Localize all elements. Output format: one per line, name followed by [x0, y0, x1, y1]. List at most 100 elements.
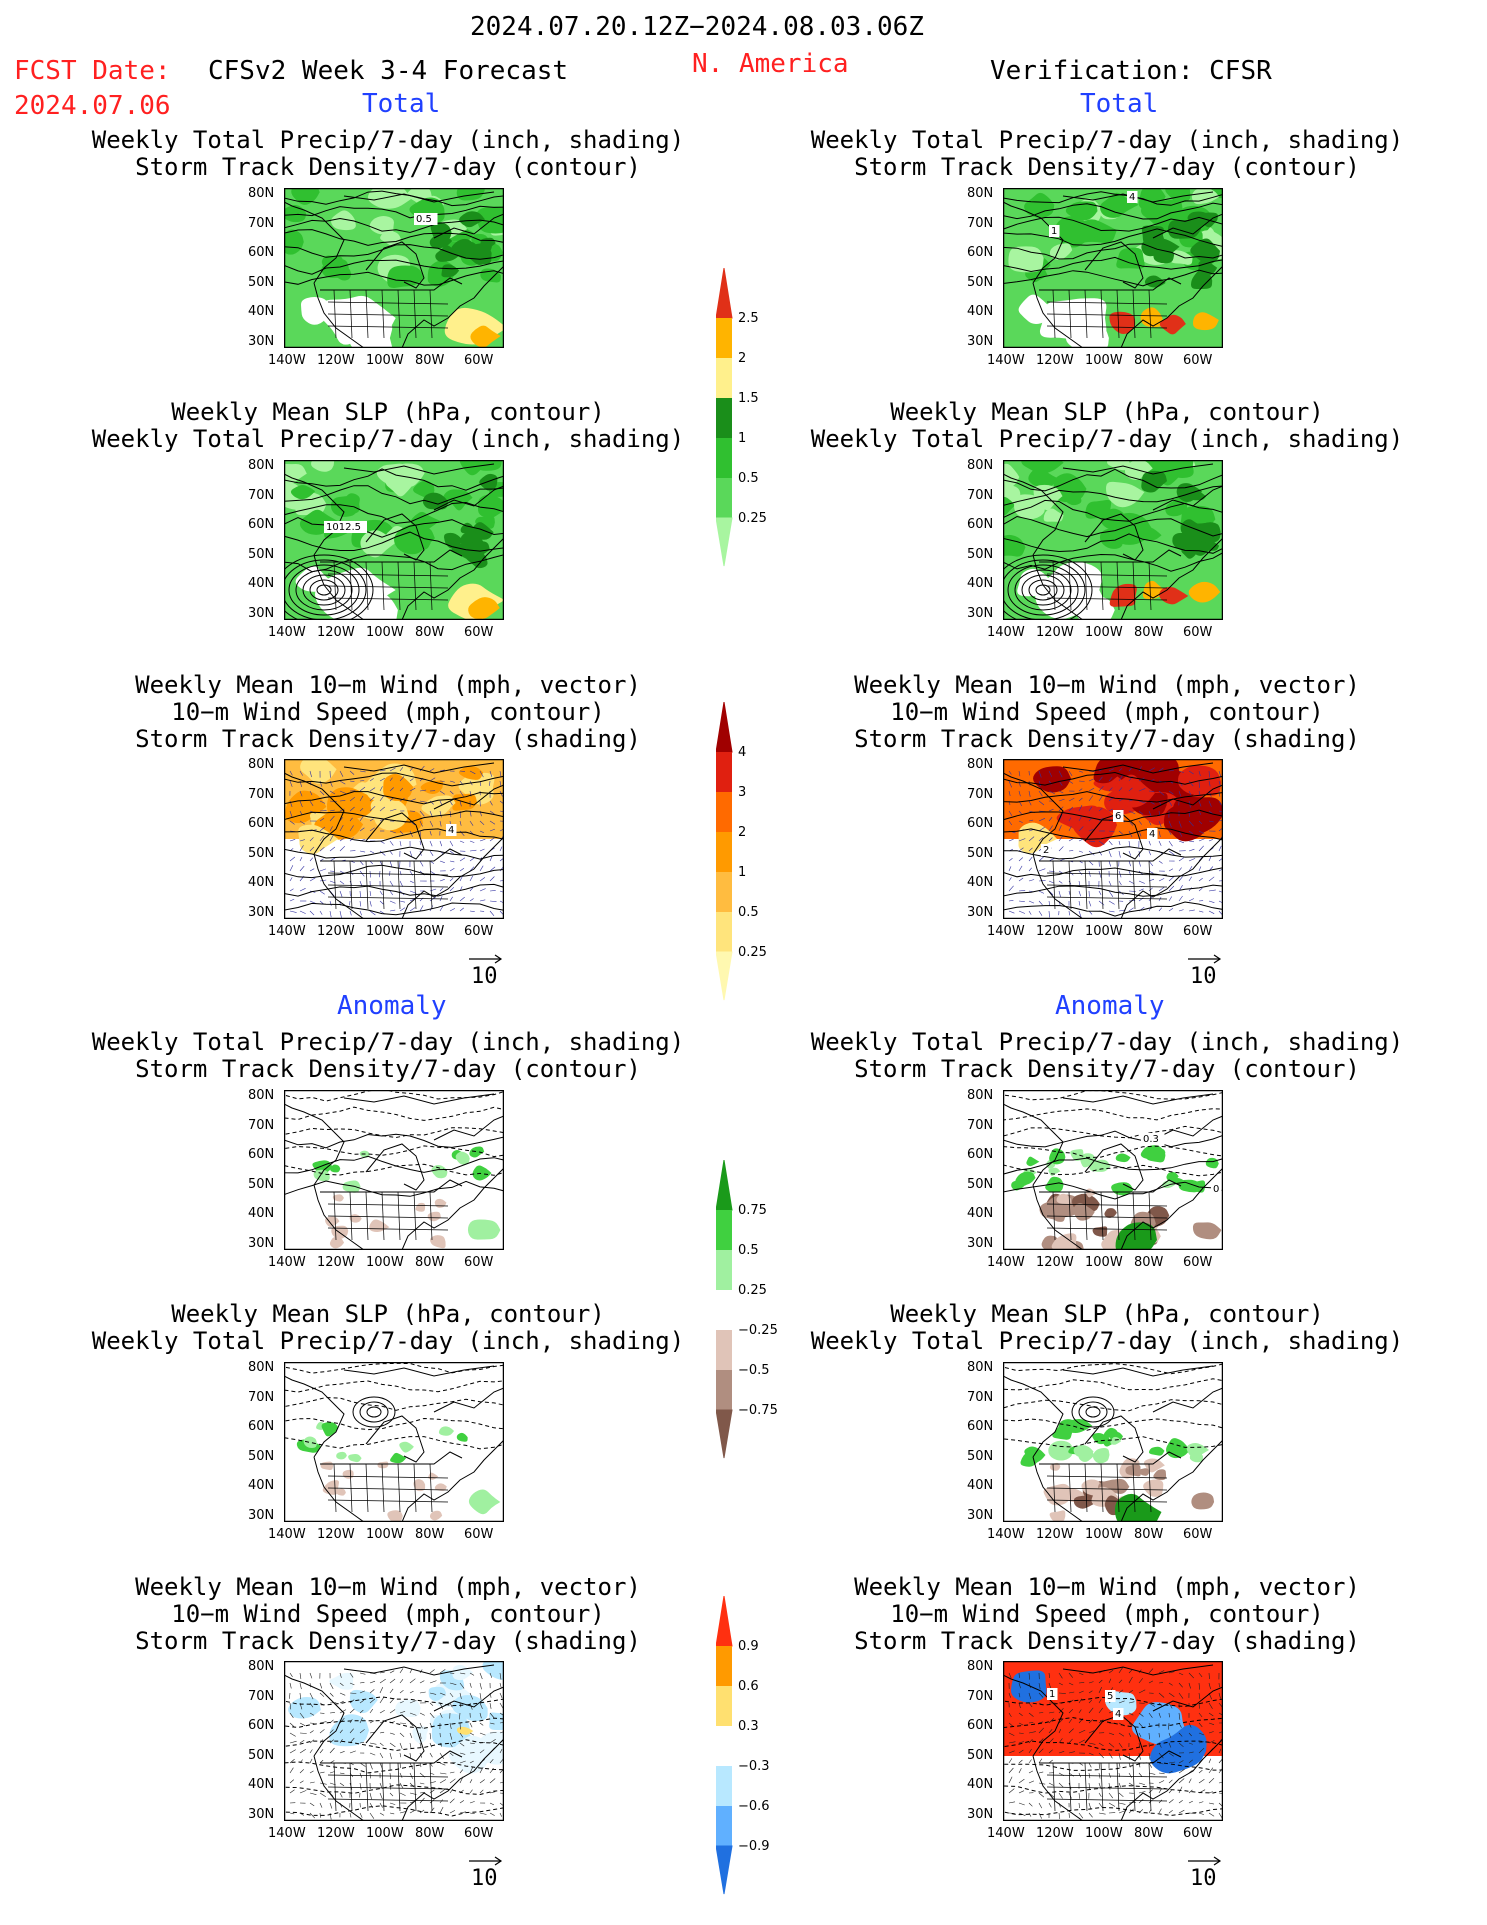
wind-vector: [309, 877, 316, 882]
wind-vector: [479, 1732, 486, 1736]
wind-vector: [309, 910, 315, 916]
state-line: [1100, 1762, 1104, 1812]
state-line: [429, 860, 433, 910]
wind-vector: [1138, 810, 1143, 815]
shade-blob: [325, 1216, 340, 1228]
wind-vector: [1088, 1752, 1094, 1756]
wind-vector: [1078, 1729, 1086, 1734]
lat-tick-label: 80N: [248, 186, 275, 201]
wind-vector: [359, 795, 364, 802]
wind-vector: [349, 796, 355, 802]
coastline: [1152, 1387, 1223, 1413]
wind-vector: [289, 1722, 295, 1727]
fcst-date-value: 2024.07.06: [14, 91, 171, 121]
wind-vector: [1088, 1681, 1094, 1684]
lon-tick-label: 60W: [464, 353, 494, 368]
wind-vector: [289, 888, 294, 892]
lon-tick-label: 140W: [268, 1255, 306, 1270]
colorbar-level-label: 0.75: [738, 1203, 767, 1218]
contour-line: [1003, 1157, 1223, 1175]
wind-vector: [319, 790, 325, 796]
wind-vector: [359, 816, 364, 822]
wind-vector: [1078, 815, 1083, 822]
lat-tick-label: 60N: [967, 1419, 994, 1434]
vector-reference: 10: [1188, 1856, 1222, 1891]
map-panel: [284, 1661, 504, 1821]
contour-line: [284, 1761, 504, 1774]
wind-vector: [499, 1712, 504, 1717]
contour-line: [1003, 191, 1223, 206]
lat-tick-label: 60N: [248, 245, 275, 260]
contour-line: [284, 1155, 504, 1174]
wind-vector: [299, 1712, 305, 1719]
wind-vector: [499, 846, 503, 852]
lon-tick-label: 60W: [1183, 924, 1213, 939]
wind-vector: [329, 800, 337, 803]
wind-vector: [459, 790, 464, 797]
wind-vector: [1078, 1672, 1084, 1676]
state-line: [1046, 896, 1168, 900]
state-line: [327, 872, 449, 876]
wind-vector: [409, 1700, 417, 1704]
lat-tick-label: 60N: [248, 1147, 275, 1162]
wind-vector: [449, 1778, 456, 1784]
wind-vector: [349, 780, 355, 782]
colorbar-level-label: 0.9: [738, 1639, 759, 1654]
wind-vector: [359, 1709, 364, 1714]
vector-reference-label: 10: [471, 1866, 498, 1891]
wind-vector: [1008, 780, 1012, 788]
wind-vector: [1078, 805, 1083, 812]
wind-vector: [1108, 1772, 1111, 1778]
wind-vector: [1178, 1800, 1183, 1804]
shade-blob: [413, 1479, 426, 1492]
state-line: [1132, 1191, 1136, 1241]
wind-vector: [349, 900, 351, 906]
contour-label: 1012.5: [326, 522, 361, 533]
wind-vector: [1108, 880, 1112, 886]
shade-blob: [1073, 1445, 1094, 1459]
wind-vector: [1168, 885, 1175, 892]
shade-blob: [284, 463, 307, 486]
panel-title-line: Storm Track Density/7-day (contour): [135, 1055, 641, 1083]
wind-vector: [1088, 1730, 1095, 1734]
wind-vector: [1168, 820, 1172, 828]
wind-vector: [1168, 1770, 1173, 1774]
coastline: [284, 1103, 345, 1186]
contour-line: [284, 485, 504, 505]
lat-tick-label: 70N: [967, 1688, 994, 1704]
lat-tick-label: 40N: [248, 576, 275, 591]
border-line: [1039, 848, 1182, 862]
panel-title-line: Weekly Mean SLP (hPa, contour): [890, 1300, 1324, 1328]
border-line: [320, 1750, 463, 1764]
wind-vector: [389, 880, 394, 887]
wind-vector: [1138, 1798, 1144, 1804]
wind-vector: [1038, 1792, 1045, 1798]
wind-vector: [399, 1668, 404, 1674]
contour-line: [1003, 867, 1223, 878]
contour-label: 0.5: [416, 214, 432, 225]
wind-vector: [1158, 1762, 1164, 1765]
coastline: [365, 812, 425, 860]
colorbar-segment: [716, 438, 732, 478]
state-line: [1046, 1798, 1168, 1802]
wind-vector: [1038, 1748, 1044, 1754]
contour-line: [284, 772, 504, 787]
lat-tick-label: 50N: [967, 1176, 994, 1192]
wind-vector: [1078, 1698, 1083, 1704]
border-line: [320, 1451, 463, 1465]
state-line: [1116, 1191, 1120, 1241]
map-frame: [1003, 1090, 1223, 1250]
wind-vector: [1058, 890, 1061, 898]
panel-title-line: Weekly Total Precip/7-day (inch, shading…: [810, 425, 1404, 453]
contour-line: [284, 229, 504, 246]
state-line: [1116, 860, 1120, 910]
wind-vector: [1208, 770, 1210, 778]
wind-vector: [289, 1692, 291, 1699]
wind-vector: [1078, 1792, 1080, 1799]
wind-vector: [1078, 770, 1083, 773]
shade-blob: [1138, 527, 1162, 541]
lat-tick-label: 60N: [248, 1718, 275, 1733]
wind-vector: [1058, 1718, 1064, 1724]
map-frame: [1003, 759, 1223, 919]
coastline: [433, 1686, 504, 1712]
